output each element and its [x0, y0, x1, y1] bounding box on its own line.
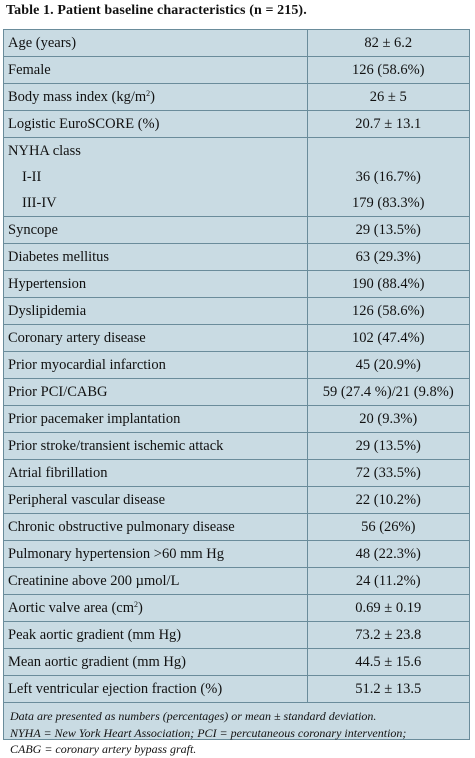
row-value: 20 (9.3%) — [306, 405, 469, 433]
table-row: Atrial fibrillation 72 (33.5%) — [4, 459, 469, 487]
row-value: 179 (83.3%) — [306, 190, 469, 217]
row-label: NYHA class — [8, 142, 81, 159]
row-label: Left ventricular ejection fraction (%) — [4, 675, 307, 703]
row-value: 20.7 ± 13.1 — [306, 110, 469, 138]
row-label: Diabetes mellitus — [4, 243, 307, 271]
row-value: 29 (13.5%) — [306, 216, 469, 244]
row-value: 24 (11.2%) — [306, 567, 469, 595]
table-row: Female 126 (58.6%) — [4, 56, 469, 84]
row-value: 36 (16.7%) — [306, 164, 469, 190]
table-row: Left ventricular ejection fraction (%) 51… — [4, 675, 469, 703]
row-value: 56 (26%) — [306, 513, 469, 541]
row-value: 44.5 ± 15.6 — [306, 648, 469, 676]
table-row: Syncope 29 (13.5%) — [4, 216, 469, 244]
table-body: Age (years) 82 ± 6.2 Female 126 (58.6%) Body… — [4, 30, 469, 703]
superscript: 2 — [146, 88, 151, 98]
row-label: Creatinine above 200 µmol/L — [4, 567, 307, 595]
table-row: Logistic EuroSCORE (%) 20.7 ± 13.1 — [4, 110, 469, 138]
row-label: Prior pacemaker implantation — [4, 405, 307, 433]
row-value: 102 (47.4%) — [306, 324, 469, 352]
row-label: III-IV — [4, 190, 307, 217]
table-row: Pulmonary hypertension >60 mm Hg 48 (22.3… — [4, 540, 469, 568]
row-value: 126 (58.6%) — [306, 56, 469, 84]
superscript: 2 — [134, 599, 138, 609]
table-row: Dyslipidemia 126 (58.6%) — [4, 297, 469, 325]
row-label: I-II — [22, 168, 42, 185]
row-value: 45 (20.9%) — [306, 351, 469, 379]
row-label: Peripheral vascular disease — [4, 486, 307, 514]
table-row: Prior PCI/CABG 59 (27.4 %)/21 (9.8%) — [4, 378, 469, 406]
row-value: 73.2 ± 23.8 — [306, 621, 469, 649]
row-value: 0.69 ± 0.19 — [306, 594, 469, 622]
table-row: Chronic obstructive pulmonary disease 56 … — [4, 513, 469, 541]
row-label: Syncope — [4, 216, 307, 244]
row-value: 48 (22.3%) — [306, 540, 469, 568]
table-row: Aortic valve area (cm2) 0.69 ± 0.19 — [4, 594, 469, 622]
row-label: Prior myocardial infarction — [4, 351, 307, 379]
row-label: Atrial fibrillation — [4, 459, 307, 487]
row-value: 59 (27.4 %)/21 (9.8%) — [306, 378, 469, 406]
footnote-line: Data are presented as numbers (percentag… — [10, 709, 377, 723]
row-label: Coronary artery disease — [4, 324, 307, 352]
row-label: Age (years) — [4, 30, 307, 57]
table-row: Age (years) 82 ± 6.2 — [4, 30, 469, 57]
row-label: Chronic obstructive pulmonary disease — [4, 513, 307, 541]
row-value: 72 (33.5%) — [306, 459, 469, 487]
table-row: Prior myocardial infarction 45 (20.9%) — [4, 351, 469, 379]
row-label: Female — [4, 56, 307, 84]
row-label: Prior stroke/transient ischemic attack — [4, 432, 307, 460]
footnote-line: NYHA = New York Heart Association; PCI =… — [10, 725, 407, 740]
table-row: I-II 36 (16.7%) — [4, 164, 469, 190]
row-value — [306, 137, 469, 164]
table-row: NYHA class — [4, 137, 469, 164]
row-value: 22 (10.2%) — [306, 486, 469, 514]
table-row: Hypertension 190 (88.4%) — [4, 270, 469, 298]
table-title: Table 1. Patient baseline characteristic… — [6, 3, 307, 18]
row-value: 126 (58.6%) — [306, 297, 469, 325]
row-label: Peak aortic gradient (mm Hg) — [4, 621, 307, 649]
footnote-line: CABG = coronary artery bypass graft. — [10, 742, 197, 756]
row-label: Dyslipidemia — [4, 297, 307, 325]
row-value: 82 ± 6.2 — [306, 30, 469, 57]
table-row: III-IV 179 (83.3%) — [4, 190, 469, 217]
row-value: 63 (29.3%) — [306, 243, 469, 271]
table-row: Prior stroke/transient ischemic attack 29… — [4, 432, 469, 460]
row-value: 51.2 ± 13.5 — [306, 675, 469, 703]
row-value: 29 (13.5%) — [306, 432, 469, 460]
row-label: Body mass index (kg/m2) — [4, 83, 307, 111]
table-footnote: Data are presented as numbers (percentag… — [4, 703, 469, 758]
table-row: Creatinine above 200 µmol/L 24 (11.2%) — [4, 567, 469, 595]
table-row: Peak aortic gradient (mm Hg) 73.2 ± 23.8 — [4, 621, 469, 649]
row-value: 190 (88.4%) — [306, 270, 469, 298]
table-row: Mean aortic gradient (mm Hg) 44.5 ± 15.6 — [4, 648, 469, 676]
table-row: Peripheral vascular disease 22 (10.2%) — [4, 486, 469, 514]
table-row: Prior pacemaker implantation 20 (9.3%) — [4, 405, 469, 433]
baseline-table: Age (years) 82 ± 6.2 Female 126 (58.6%) Body… — [3, 29, 470, 756]
table-row: Diabetes mellitus 63 (29.3%) — [4, 243, 469, 271]
row-label: Pulmonary hypertension >60 mm Hg — [4, 540, 307, 568]
row-label: Aortic valve area (cm2) — [4, 594, 307, 622]
row-value: 26 ± 5 — [306, 83, 469, 111]
row-label: Prior PCI/CABG — [4, 378, 307, 406]
row-label: Mean aortic gradient (mm Hg) — [4, 648, 307, 676]
table-row: Coronary artery disease 102 (47.4%) — [4, 324, 469, 352]
row-label: Hypertension — [4, 270, 307, 298]
table-row: Body mass index (kg/m2) 26 ± 5 — [4, 83, 469, 111]
row-label: Logistic EuroSCORE (%) — [4, 110, 307, 138]
